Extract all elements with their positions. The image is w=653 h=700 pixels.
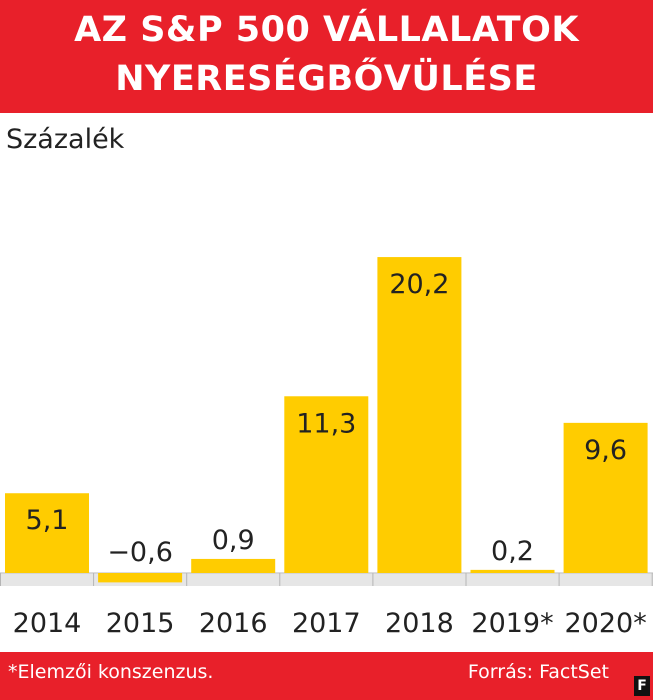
data-label: 0,2	[491, 536, 534, 567]
chart-title-line-1: AZ S&P 500 VÁLLALATOK	[74, 10, 579, 50]
data-label: 5,1	[26, 505, 69, 536]
source-credit: Forrás: FactSet	[467, 661, 609, 683]
baseline-strip	[0, 573, 653, 586]
x-tick-label: 2020*	[564, 608, 646, 639]
data-label: 20,2	[389, 269, 449, 300]
chart-title-line-2: NYERESÉGBŐVÜLÉSE	[115, 59, 538, 99]
data-label: −0,6	[107, 537, 173, 568]
data-label: 11,3	[296, 408, 356, 439]
bar-2017	[284, 396, 369, 573]
data-label: 9,6	[584, 435, 627, 466]
x-tick-label: 2019*	[471, 608, 553, 639]
footer-band	[0, 652, 653, 700]
bar-2016	[191, 558, 276, 573]
x-tick-label: 2015	[106, 608, 175, 639]
x-tick-label: 2017	[292, 608, 361, 639]
unit-label: Százalék	[6, 124, 125, 155]
footnote: *Elemzői konszenzus.	[8, 661, 214, 683]
x-tick-label: 2014	[13, 608, 82, 639]
bar-2014	[5, 493, 89, 573]
data-label: 0,9	[212, 525, 255, 556]
title-band	[0, 0, 653, 113]
bar-chart: 5,1 2014 −0,6 2015 0,9 2016 11,3 2017 20,2 2018 0,…	[0, 257, 653, 639]
bar-2015	[98, 573, 183, 583]
publisher-logo: F	[634, 676, 650, 696]
bar-2018	[377, 257, 462, 573]
bar-2019-est	[470, 569, 555, 573]
x-tick-label: 2018	[385, 608, 454, 639]
bar-2020-est	[563, 422, 648, 573]
x-tick-label: 2016	[199, 608, 268, 639]
